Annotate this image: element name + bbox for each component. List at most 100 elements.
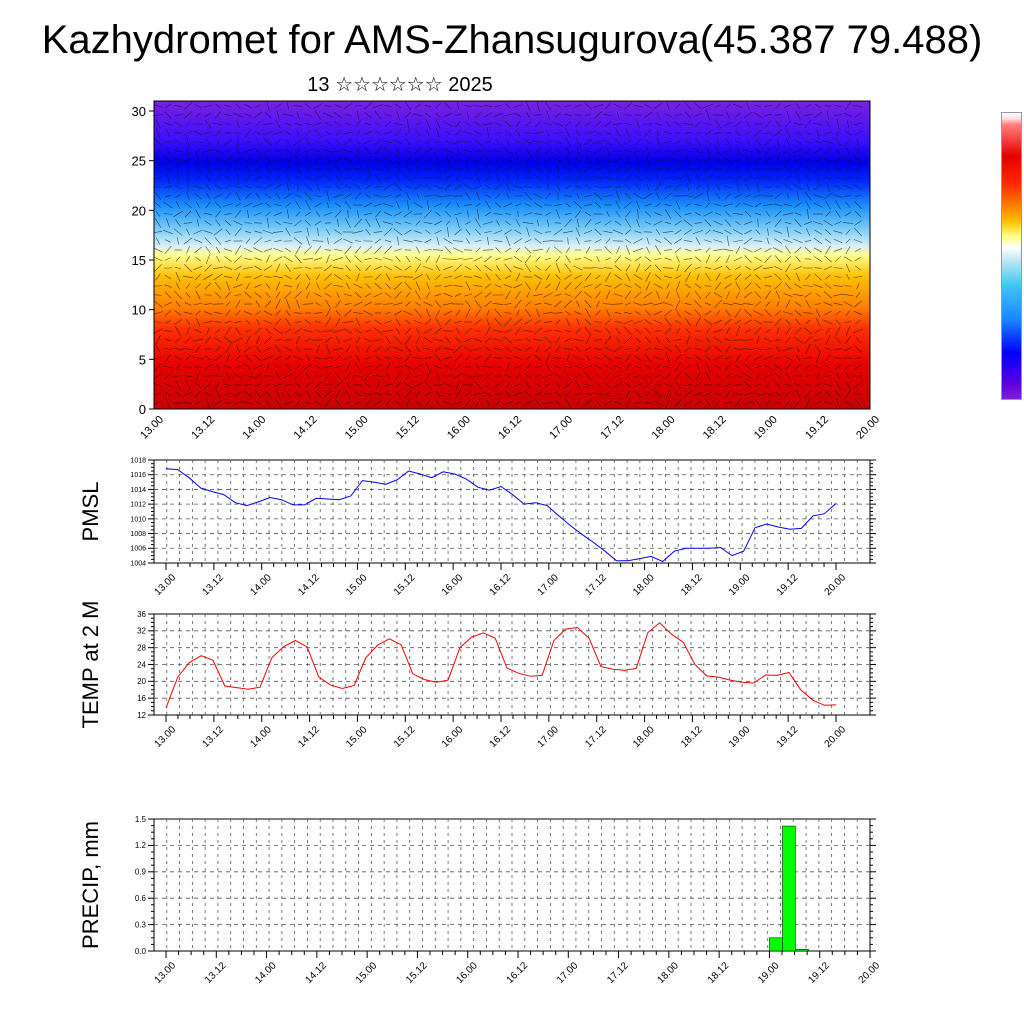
wind-barb xyxy=(654,384,662,386)
wind-barb xyxy=(584,393,592,395)
wind-barb xyxy=(385,283,391,289)
wind-barb xyxy=(646,155,650,165)
wind-barb xyxy=(514,383,522,387)
wind-barb xyxy=(815,308,821,318)
wind-barb xyxy=(653,159,663,161)
wind-barb xyxy=(753,319,763,325)
wind-barb xyxy=(612,229,624,235)
wind-barb xyxy=(284,291,292,299)
wind-barb xyxy=(636,218,640,228)
wind-barb xyxy=(204,138,212,146)
wind-barb xyxy=(175,272,181,282)
wind-barb xyxy=(825,121,831,127)
wind-barb xyxy=(215,346,221,352)
wind-barb xyxy=(574,176,582,180)
wind-barb xyxy=(735,202,741,208)
wind-barb xyxy=(423,301,433,307)
wind-barb xyxy=(332,284,344,288)
wind-barb xyxy=(674,338,682,342)
wind-barb xyxy=(615,200,621,210)
wind-barb xyxy=(805,228,811,236)
wind-barb xyxy=(405,165,411,173)
wind-barb xyxy=(472,347,484,351)
wind-barb xyxy=(206,398,210,408)
wind-barb xyxy=(726,391,730,397)
wind-barb xyxy=(443,348,453,350)
wind-barb xyxy=(646,146,650,156)
wind-barb xyxy=(183,347,193,351)
wind-barb xyxy=(394,130,402,136)
wind-barb xyxy=(154,191,162,201)
wind-barb xyxy=(712,230,724,234)
wind-barb xyxy=(397,236,399,246)
wind-barb xyxy=(275,299,281,309)
x-tick-label: 13.12 xyxy=(189,414,217,442)
wind-barb xyxy=(763,355,773,361)
wind-barb xyxy=(604,392,612,396)
wind-barb xyxy=(635,183,641,191)
wind-barb xyxy=(215,103,221,109)
wind-barb xyxy=(244,363,252,371)
wind-barb xyxy=(425,255,431,263)
wind-barb xyxy=(593,130,603,136)
wind-barb xyxy=(505,130,511,136)
wind-barb xyxy=(623,201,633,209)
wind-barb xyxy=(726,291,730,299)
wind-barb xyxy=(813,338,823,342)
wind-barb xyxy=(385,346,391,352)
wind-barb xyxy=(416,345,420,353)
wind-barb xyxy=(244,354,252,362)
wind-barb xyxy=(594,283,602,289)
wind-barb xyxy=(635,138,641,146)
wind-barb xyxy=(484,301,492,307)
wind-barb xyxy=(666,291,670,299)
wind-barb xyxy=(283,255,293,263)
wind-barb xyxy=(494,308,502,318)
wind-barb xyxy=(765,301,771,307)
wind-barb xyxy=(763,104,773,108)
wind-barb xyxy=(356,345,360,353)
wind-barb xyxy=(403,239,413,243)
wind-barb xyxy=(364,382,372,388)
precip-bar xyxy=(782,825,796,952)
wind-barb xyxy=(154,264,162,272)
wind-barb xyxy=(163,229,173,235)
y-tick-label: 1018 xyxy=(130,457,146,464)
wind-barb xyxy=(724,219,732,227)
wind-barb xyxy=(644,203,652,207)
wind-barb xyxy=(433,184,443,190)
wind-barb xyxy=(206,327,210,335)
wind-barb xyxy=(574,311,582,315)
wind-barb xyxy=(275,175,281,181)
wind-barb xyxy=(224,256,232,262)
wind-barb xyxy=(454,184,462,190)
wind-barb xyxy=(723,149,733,153)
wind-barb xyxy=(845,166,851,172)
wind-barb xyxy=(824,310,832,316)
wind-barb xyxy=(463,150,473,152)
wind-barb xyxy=(235,344,241,354)
wind-barb xyxy=(263,265,273,271)
wind-barb xyxy=(854,195,862,197)
wind-barb xyxy=(225,372,231,380)
x-tick-label: 19.12 xyxy=(775,724,801,750)
wind-barb xyxy=(794,364,802,370)
wind-barb xyxy=(305,200,311,210)
wind-barb xyxy=(474,239,482,243)
wind-barb xyxy=(734,319,742,325)
wind-barb xyxy=(243,390,253,398)
wind-barb xyxy=(653,390,663,398)
wind-barb xyxy=(354,255,362,263)
wind-barb xyxy=(845,229,851,235)
wind-barb xyxy=(625,353,631,363)
wind-barb xyxy=(775,391,781,397)
wind-barb xyxy=(435,391,441,397)
wind-barb xyxy=(744,309,752,317)
wind-barb xyxy=(285,156,291,164)
wind-barb xyxy=(314,220,322,226)
wind-barb xyxy=(213,354,223,362)
wind-barb xyxy=(224,220,232,226)
wind-barb xyxy=(434,164,442,174)
wind-barb xyxy=(533,327,543,335)
